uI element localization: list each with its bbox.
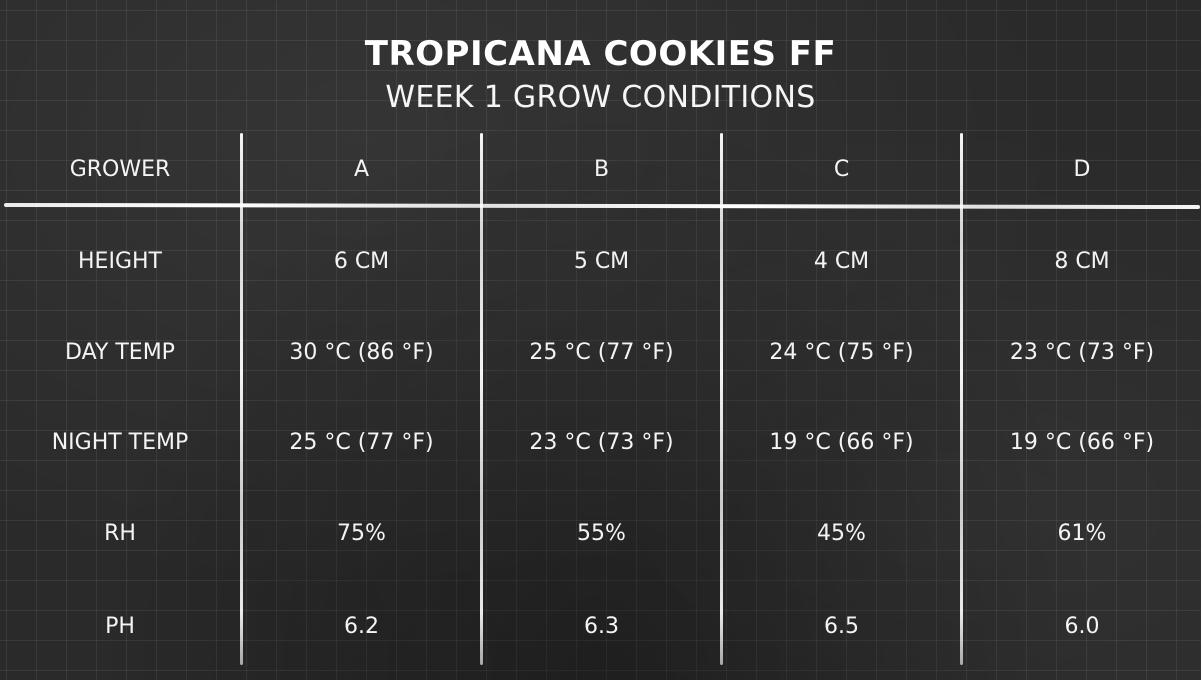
header-divider	[3, 202, 1201, 210]
column-divider	[480, 133, 483, 665]
column-divider	[720, 133, 723, 665]
table-cell: 61%	[1057, 521, 1107, 546]
table-cell: 30 °C (86 °F)	[289, 340, 434, 365]
table-cell: 23 °C (73 °F)	[529, 430, 674, 455]
table-cell: 6.2	[344, 614, 379, 639]
header-cell-a: A	[353, 157, 370, 182]
table-cell: 6.5	[824, 614, 859, 639]
table-cell: 6.3	[584, 614, 619, 639]
table-cell: 4 CM	[813, 249, 870, 274]
table-cell: 25 °C (77 °F)	[289, 430, 434, 455]
page-subtitle: WEEK 1 GROW CONDITIONS	[385, 80, 816, 115]
header-cell-b: B	[593, 157, 610, 182]
column-divider	[240, 133, 243, 665]
row-label: RH	[104, 521, 136, 546]
header-cell-d: D	[1073, 157, 1091, 182]
header-cell-c: C	[833, 157, 850, 182]
table-cell: 5 CM	[573, 249, 630, 274]
page-title: TROPICANA COOKIES FF	[364, 34, 837, 74]
row-label: NIGHT TEMP	[51, 430, 189, 455]
table-cell: 24 °C (75 °F)	[769, 340, 914, 365]
table-cell: 19 °C (66 °F)	[769, 430, 914, 455]
row-label: PH	[105, 614, 135, 639]
row-label: DAY TEMP	[65, 340, 175, 365]
table-cell: 23 °C (73 °F)	[1009, 340, 1155, 365]
row-label: HEIGHT	[78, 249, 162, 274]
table-cell: 45%	[817, 521, 866, 546]
table-cell: 25 °C (77 °F)	[529, 340, 674, 365]
table-cell: 6 CM	[333, 249, 390, 274]
table-cell: 6.0	[1064, 614, 1100, 639]
header-cell-grower: GROWER	[69, 157, 171, 182]
table-cell: 75%	[337, 521, 386, 546]
table-cell: 19 °C (66 °F)	[1009, 430, 1155, 455]
column-divider	[960, 133, 963, 665]
table-cell: 8 CM	[1054, 249, 1110, 274]
table-cell: 55%	[577, 521, 626, 546]
